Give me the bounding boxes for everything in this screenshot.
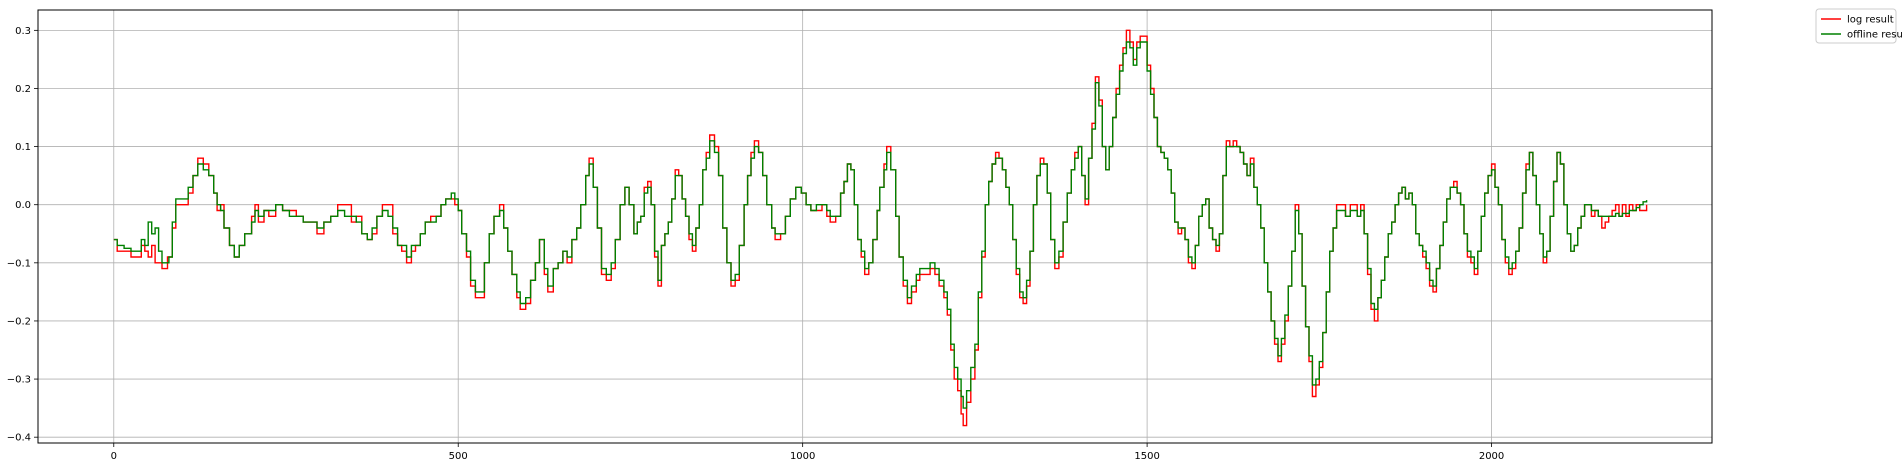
y-tick-label: 0.2	[15, 84, 31, 95]
grid-lines	[38, 10, 1712, 443]
legend-label: offline result	[1847, 30, 1902, 41]
legend-label: log result	[1847, 15, 1894, 26]
y-tick-label: −0.2	[7, 316, 31, 327]
y-tick-label: −0.3	[7, 375, 31, 386]
x-tick-label: 2000	[1479, 451, 1504, 462]
y-tick-label: 0.3	[15, 26, 31, 37]
x-tick-label: 0	[111, 451, 117, 462]
x-tick-label: 500	[449, 451, 468, 462]
x-tick-label: 1000	[790, 451, 815, 462]
y-tick-label: 0.1	[15, 142, 31, 153]
y-tick-label: 0.0	[15, 200, 31, 211]
y-tick-label: −0.4	[7, 433, 31, 444]
axes-frame	[37, 9, 1713, 444]
y-axis: −0.4 −0.3 −0.2 −0.1 0.0 0.1 0.2 0.3	[7, 26, 38, 444]
series-line-offline-result	[113, 41, 1648, 409]
legend: log result offline result	[1815, 8, 1902, 44]
y-tick-label: −0.1	[7, 258, 31, 269]
x-axis: 0 500 1000 1500 2000	[111, 443, 1504, 462]
plot-series	[113, 29, 1648, 427]
x-tick-label: 1500	[1134, 451, 1159, 462]
